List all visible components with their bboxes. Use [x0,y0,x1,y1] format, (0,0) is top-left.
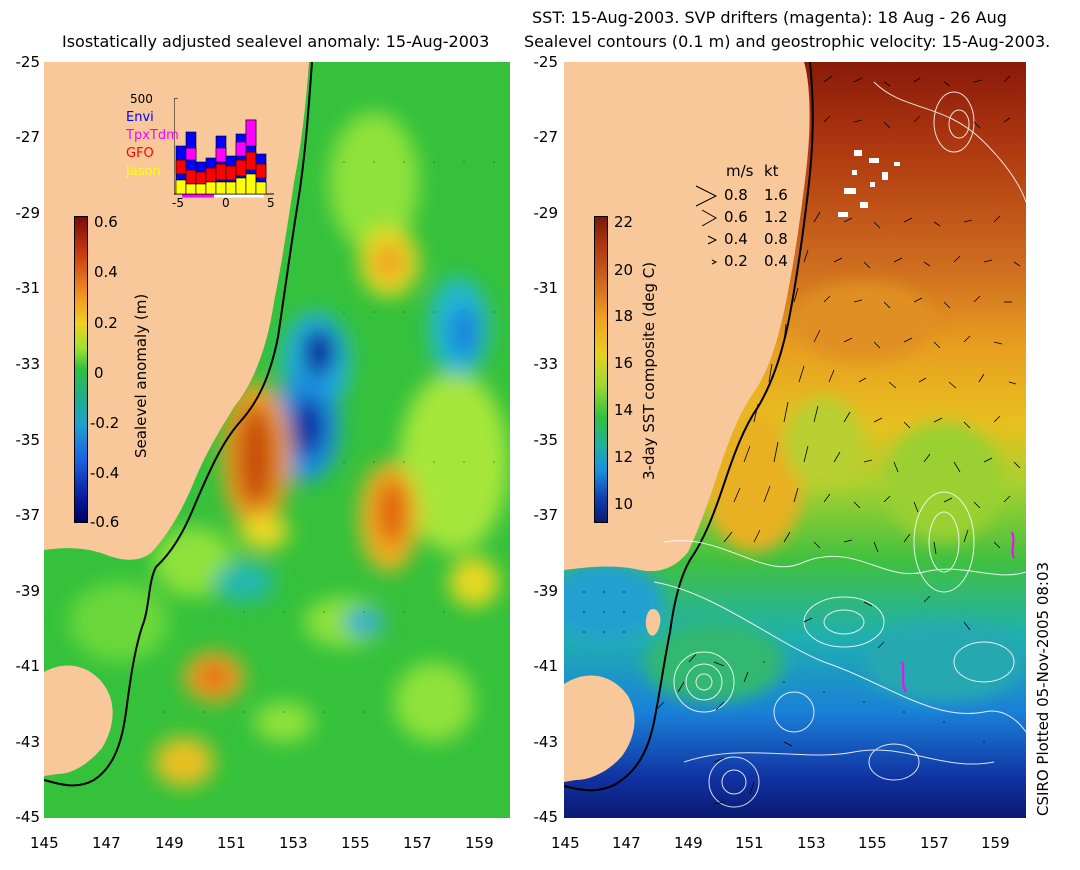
left-y-tick: -43 [15,733,41,751]
right-map-title-line1: SST: 15-Aug-2003. SVP drifters (magenta)… [532,8,1007,27]
sealevel-tick-4: -0.2 [90,414,120,432]
right-map-title-line2: Sealevel contours (0.1 m) and geostrophi… [524,32,1051,51]
right-y-tick: -29 [533,204,559,222]
sealevel-colorbar-label: Sealevel anomaly (m) [132,293,150,458]
left-x-tick: 149 [155,834,184,852]
right-x-tick: 159 [981,834,1010,852]
satellite-coverage-inset: 500 Envi TpxTdm GFO Jason -5 0 5 [124,92,284,212]
right-y-tick: -37 [533,506,559,524]
right-x-tick: 157 [920,834,949,852]
left-y-tick: -41 [15,657,41,675]
sealevel-anomaly-graphic [44,62,510,818]
right-y-tick: -35 [533,431,559,449]
vector-legend-ms-2: 0.4 [724,230,748,248]
right-x-tick: 145 [551,834,580,852]
sst-graphic [564,62,1026,818]
vector-legend-header-ms: m/s [726,162,754,180]
vector-legend-ms-0: 0.8 [724,186,748,204]
right-x-tick: 149 [674,834,703,852]
right-y-tick: -25 [533,53,559,71]
right-x-tick: 153 [797,834,826,852]
inset-x-tick-neg5: -5 [172,196,184,210]
vector-legend-kt-0: 1.6 [764,186,788,204]
right-y-tick: -39 [533,582,559,600]
plot-credit: CSIRO Plotted 05-Nov-2005 08:03 [1034,561,1052,816]
right-x-tick: 151 [735,834,764,852]
inset-legend-jason: Jason [126,164,161,179]
sealevel-tick-6: -0.6 [90,513,120,531]
vector-legend-arrows [695,185,718,265]
inset-legend-gfo: GFO [126,146,154,161]
sealevel-tick-3: 0 [94,364,104,382]
left-y-tick: -25 [15,53,41,71]
vector-legend-kt-1: 1.2 [764,208,788,226]
sst-tick-3: 16 [614,354,634,372]
inset-x-tick-5: 5 [267,196,275,210]
sst-tick-4: 14 [614,401,634,419]
left-y-tick: -33 [15,355,41,373]
left-x-tick: 151 [217,834,246,852]
sst-tick-1: 20 [614,261,634,279]
left-x-tick: 147 [92,834,121,852]
sst-tick-2: 18 [614,307,634,325]
sst-tick-5: 12 [614,448,634,466]
right-y-tick: -27 [533,128,559,146]
right-y-tick: -41 [533,657,559,675]
velocity-legend: m/s kt 0.8 1.6 0.6 1.2 0.4 0.8 0.2 0.4 [694,162,804,272]
right-y-tick: -43 [533,733,559,751]
left-x-tick: 153 [279,834,308,852]
vector-legend-header-kt: kt [764,162,779,180]
sealevel-anomaly-map: 500 Envi TpxTdm GFO Jason -5 0 5 [44,62,510,818]
left-y-tick: -29 [15,204,41,222]
sst-tick-6: 10 [614,495,634,513]
inset-x-tick-0: 0 [222,196,230,210]
sst-colorbar-label: 3-day SST composite (deg C) [640,261,658,480]
right-x-tick: 155 [858,834,887,852]
vector-legend-kt-2: 0.8 [764,230,788,248]
right-x-tick: 147 [612,834,641,852]
left-x-tick: 159 [465,834,494,852]
inset-bars [174,98,274,198]
sst-colorbar [594,216,608,523]
left-y-tick: -31 [15,279,41,297]
left-x-tick: 145 [30,834,59,852]
left-map-title: Isostatically adjusted sealevel anomaly:… [62,32,490,51]
sealevel-tick-0: 0.6 [94,213,118,231]
vector-legend-ms-3: 0.2 [724,252,748,270]
inset-legend-tpxtdm: TpxTdm [126,128,179,143]
inset-legend-envi: Envi [126,110,154,125]
sealevel-colorbar [74,216,88,523]
vector-legend-ms-1: 0.6 [724,208,748,226]
left-x-tick: 155 [341,834,370,852]
sst-map: m/s kt 0.8 1.6 0.6 1.2 0.4 0.8 0.2 0.4 2… [564,62,1026,818]
sealevel-tick-1: 0.4 [94,263,118,281]
left-y-tick: -35 [15,431,41,449]
right-y-tick: -33 [533,355,559,373]
sealevel-tick-5: -0.4 [90,464,120,482]
left-y-tick: -27 [15,128,41,146]
right-y-tick: -45 [533,808,559,826]
sst-tick-0: 22 [614,213,634,231]
inset-y-max-label: 500 [130,92,153,106]
right-y-tick: -31 [533,279,559,297]
vector-legend-kt-3: 0.4 [764,252,788,270]
left-y-tick: -39 [15,582,41,600]
left-y-tick: -45 [15,808,41,826]
sealevel-tick-2: 0.2 [94,314,118,332]
left-y-tick: -37 [15,506,41,524]
left-x-tick: 157 [403,834,432,852]
